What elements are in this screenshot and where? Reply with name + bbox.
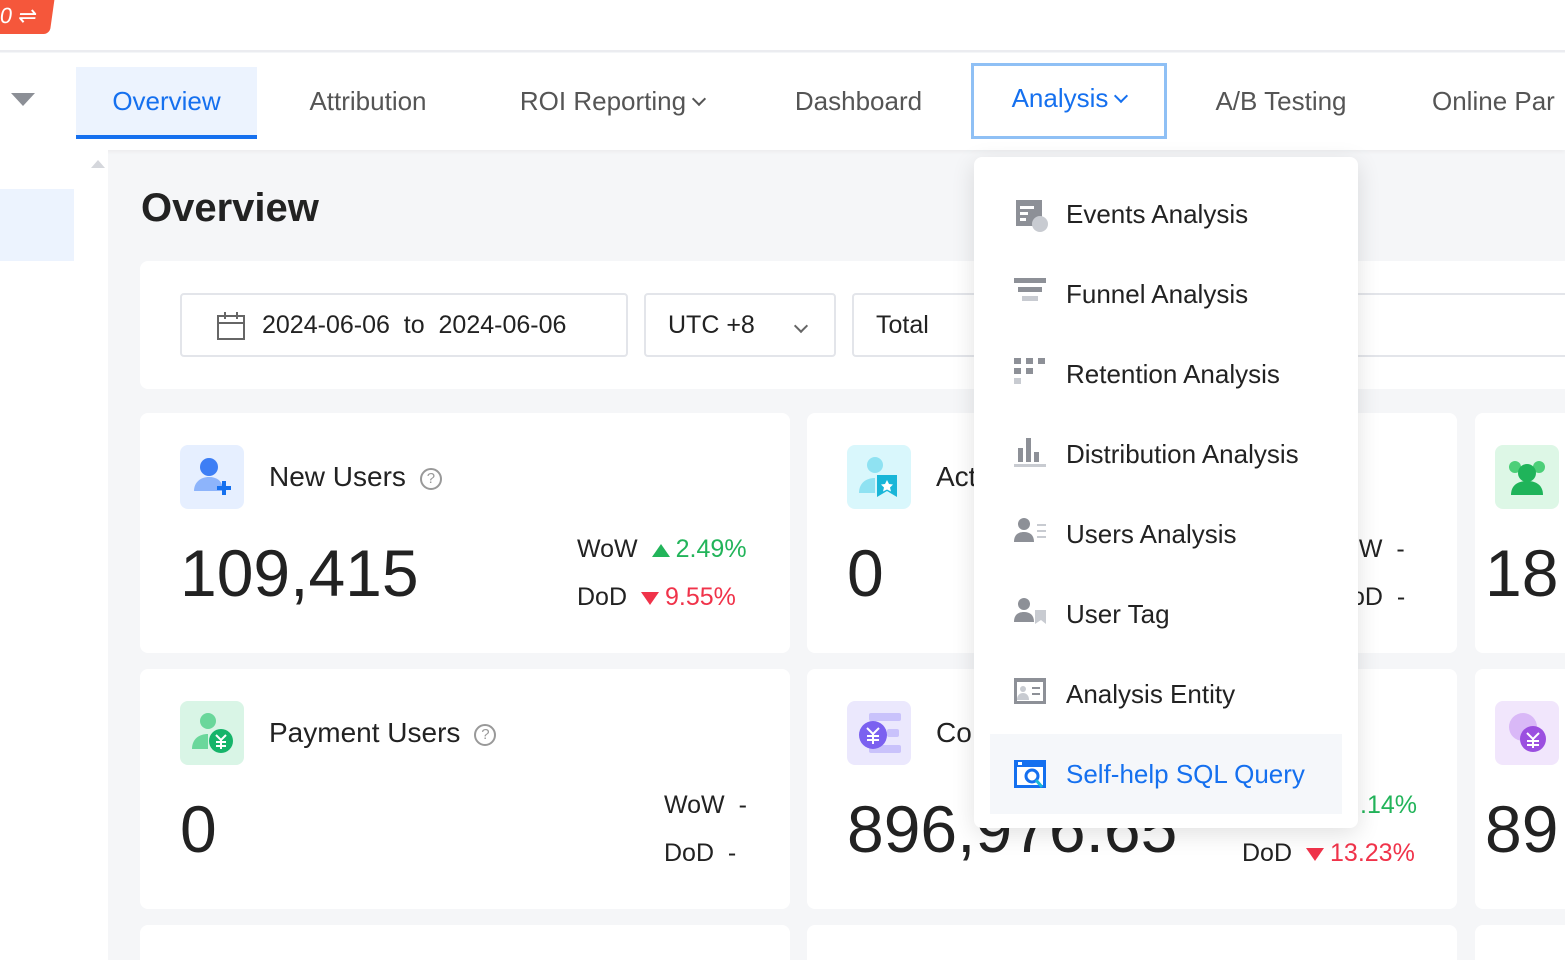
card-title: New Users? <box>269 461 442 493</box>
card-title: Payment Users? <box>269 717 497 749</box>
user-tag-icon <box>1014 598 1046 624</box>
bar-chart-icon <box>1014 438 1046 467</box>
menu-item-analysis-entity[interactable]: Analysis Entity <box>990 654 1342 734</box>
tab-label: Overview <box>112 86 221 116</box>
tab-dashboard[interactable]: Dashboard <box>776 67 941 139</box>
card-value: 109,415 <box>180 536 419 610</box>
funnel-icon <box>1014 278 1046 301</box>
user-list-icon <box>1014 518 1046 542</box>
sql-query-icon <box>1014 760 1046 788</box>
metric-card-9 <box>1475 925 1565 960</box>
sidebar-item-selected[interactable] <box>0 189 74 261</box>
menu-item-funnel-analysis[interactable]: Funnel Analysis <box>990 254 1342 334</box>
new-user-icon <box>180 445 244 509</box>
tab-online-par[interactable]: Online Par <box>1432 67 1565 139</box>
metric-card-6: 89 <box>1475 669 1565 909</box>
dod-compare: oD - <box>1351 583 1406 611</box>
date-range-picker[interactable]: 2024-06-06 to 2024-06-06 <box>180 293 628 357</box>
menu-item-events-analysis[interactable]: Events Analysis <box>990 174 1342 254</box>
metric-card-payment-users: Payment Users? 0 WoW - DoD - <box>140 669 790 909</box>
menu-item-label: Distribution Analysis <box>1066 439 1299 469</box>
tab-label: Attribution <box>309 86 427 116</box>
payment-icon <box>1495 701 1559 765</box>
wow-compare: WoW - <box>664 791 747 819</box>
menu-item-label: Events Analysis <box>1066 199 1249 229</box>
chevron-down-icon <box>692 91 707 107</box>
menu-item-distribution-analysis[interactable]: Distribution Analysis <box>990 414 1342 494</box>
card-title: Act <box>936 461 977 492</box>
menu-item-label: Analysis Entity <box>1066 679 1236 709</box>
tab-ab-testing[interactable]: A/B Testing <box>1196 67 1366 139</box>
date-range-value: 2024-06-06 to 2024-06-06 <box>262 311 567 339</box>
arrow-down-icon <box>641 592 660 605</box>
card-value: 0 <box>180 792 217 866</box>
cost-icon <box>847 701 911 765</box>
top-bar: 0 ⇌ <box>0 0 1565 52</box>
tab-label: Analysis <box>1011 83 1109 113</box>
menu-item-users-analysis[interactable]: Users Analysis <box>990 494 1342 574</box>
card-title: Co <box>936 717 972 748</box>
calendar-icon <box>217 312 245 340</box>
menu-item-label: User Tag <box>1066 599 1170 629</box>
card-value: 0 <box>847 536 884 610</box>
entity-card-icon <box>1014 678 1046 704</box>
tab-overview[interactable]: Overview <box>76 67 257 139</box>
tab-attribution[interactable]: Attribution <box>290 67 446 139</box>
metric-card-new-users: New Users? 109,415 WoW 2.49% DoD 9.55% <box>140 413 790 653</box>
card-value: 18 <box>1485 536 1559 610</box>
menu-item-self-help-sql-query[interactable]: Self-help SQL Query <box>990 734 1342 814</box>
tab-analysis[interactable]: Analysis <box>971 63 1167 139</box>
metric-card-8 <box>807 925 1457 960</box>
timezone-select[interactable]: UTC +8 <box>644 293 836 357</box>
tab-label: A/B Testing <box>1215 86 1347 116</box>
payment-user-icon <box>180 701 244 765</box>
analysis-dropdown-menu: Events Analysis Funnel Analysis Retentio… <box>974 157 1358 828</box>
scroll-up-icon[interactable] <box>91 160 105 168</box>
sidebar <box>0 150 108 960</box>
menu-item-label: Funnel Analysis <box>1066 279 1249 309</box>
chevron-down-icon <box>793 318 809 334</box>
arrow-down-icon <box>1306 848 1325 861</box>
menu-item-label: Self-help SQL Query <box>1066 759 1305 789</box>
wow-compare: .14% <box>1360 791 1417 819</box>
dod-compare: DoD 9.55% <box>577 583 736 611</box>
wow-compare: WoW 2.49% <box>577 535 747 563</box>
menu-item-label: Users Analysis <box>1066 519 1237 549</box>
menu-item-label: Retention Analysis <box>1066 359 1280 389</box>
tab-label: ROI Reporting <box>519 86 687 116</box>
metric-card-3: 18 <box>1475 413 1565 653</box>
card-value: 89 <box>1485 792 1559 866</box>
page-title: Overview <box>141 186 319 230</box>
scope-value: Total <box>876 311 929 339</box>
timezone-value: UTC +8 <box>668 311 755 339</box>
help-icon[interactable]: ? <box>474 724 497 746</box>
metric-card-7 <box>140 925 790 960</box>
dod-compare: DoD - <box>664 839 737 867</box>
logo[interactable]: 0 ⇌ <box>0 0 55 34</box>
caret-down-icon[interactable] <box>11 93 35 106</box>
dod-compare: DoD 13.23% <box>1242 839 1415 867</box>
chevron-down-icon <box>1114 88 1129 104</box>
events-analysis-icon <box>1016 200 1048 232</box>
users-group-icon <box>1495 445 1559 509</box>
menu-item-retention-analysis[interactable]: Retention Analysis <box>990 334 1342 414</box>
arrow-up-icon <box>651 544 670 557</box>
active-user-icon <box>847 445 911 509</box>
help-icon[interactable]: ? <box>419 468 442 490</box>
main-nav: Overview Attribution ROI Reporting Dashb… <box>0 53 1565 150</box>
logo-text: 0 ⇌ <box>0 3 39 28</box>
tab-label: Online Par <box>1432 86 1555 116</box>
tab-roi-reporting[interactable]: ROI Reporting <box>500 67 724 139</box>
menu-item-user-tag[interactable]: User Tag <box>990 574 1342 654</box>
retention-icon <box>1014 358 1045 384</box>
tab-label: Dashboard <box>794 86 923 116</box>
